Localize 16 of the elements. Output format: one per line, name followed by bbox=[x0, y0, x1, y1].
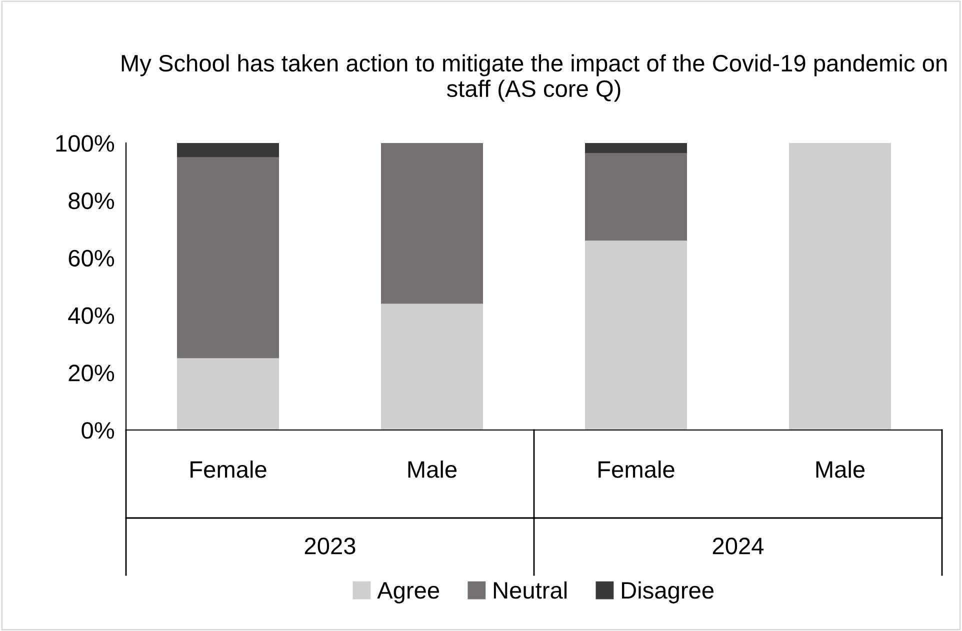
chart-title: My School has taken action to mitigate the impact of the Covid-19 pandemic on staff (AS core Q) bbox=[122, 54, 947, 102]
y-tick-label: 60% bbox=[68, 250, 114, 267]
legend-label: Disagree bbox=[622, 581, 714, 604]
legend-label: Agree bbox=[377, 582, 440, 604]
y-tick-label: 40% bbox=[68, 307, 114, 324]
y-tick-label: 0% bbox=[82, 422, 114, 439]
x-tick-label: Male bbox=[816, 460, 865, 478]
y-tick-label: 20% bbox=[68, 364, 114, 382]
text: 2023 bbox=[304, 538, 356, 554]
y-tick-label: 80% bbox=[68, 192, 114, 210]
legend-label: Neutral bbox=[494, 581, 567, 599]
y-tick-label: 100% bbox=[56, 135, 114, 152]
x-tick-label: Female bbox=[190, 460, 266, 478]
x-tick-label: Male bbox=[408, 460, 457, 478]
text: 2024 bbox=[712, 538, 764, 554]
x-tick-label: Female bbox=[598, 460, 674, 478]
